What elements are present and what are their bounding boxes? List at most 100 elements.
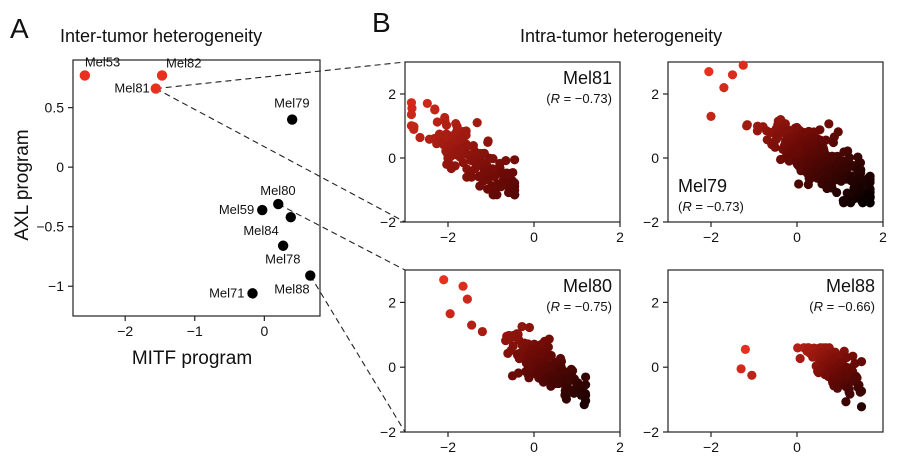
point-mel79	[286, 114, 298, 125]
label-mel80: Mel80	[260, 183, 295, 198]
mel79-xtick-label: 0	[793, 229, 801, 245]
point-mel82	[156, 70, 168, 81]
mel80-xtick-label: 0	[530, 439, 538, 455]
mel80-name: Mel80	[563, 276, 612, 296]
mel80-cell-point	[513, 368, 524, 378]
mel81-ytick-label: 0	[388, 150, 396, 166]
mel81-cell-point	[492, 190, 502, 200]
panel-b-title: Intra-tumor heterogeneity	[520, 26, 722, 46]
mel80-xtick-label: 2	[616, 439, 624, 455]
mel88-cell-point	[848, 351, 858, 361]
mel81-plot-frame	[404, 61, 621, 223]
mel81-cell-point	[422, 98, 432, 109]
mel79-cell-point	[846, 198, 856, 208]
inter-plot-frame	[72, 59, 321, 317]
mel80-cell-point	[462, 294, 472, 304]
mel81-cell-point	[510, 155, 520, 165]
mel80-ytick-label: 2	[388, 294, 396, 310]
connector-mel81-top	[155, 61, 406, 90]
mel80-cell-point	[514, 354, 524, 364]
label-mel82: Mel82	[166, 55, 201, 70]
mel81-cell-point	[475, 181, 485, 191]
mel79-cell-point	[742, 121, 752, 131]
mel79-plot-frame	[667, 61, 884, 223]
inter-ytick-label: −0.5	[36, 219, 64, 235]
mel80-cell-point	[458, 281, 468, 291]
point-mel53	[79, 70, 91, 81]
panel-a-title: Inter-tumor heterogeneity	[60, 26, 262, 46]
mel80-cell-point	[445, 309, 455, 319]
mel81-xtick-label: 0	[530, 229, 538, 245]
mel79-ytick-label: 2	[651, 86, 659, 102]
mel88-name: Mel88	[826, 276, 875, 296]
mel79-cell-point	[784, 156, 794, 166]
mel88-correlation: (R = −0.66)	[809, 299, 875, 314]
label-mel59: Mel59	[219, 202, 254, 217]
mel88-ytick-label: 2	[651, 294, 659, 310]
mel88-cell-point	[832, 383, 843, 393]
mel79-cell-point	[865, 198, 875, 208]
mel81-ytick-label: −2	[380, 214, 396, 230]
mel79-xtick-label: −2	[703, 229, 719, 245]
mel80-cell-point	[544, 334, 554, 344]
inter-ytick-label: 0.5	[45, 100, 65, 116]
mel80-cell-point	[579, 400, 589, 410]
panel-a-xlabel: MITF program	[132, 348, 252, 369]
mel88-cell-point	[856, 357, 867, 367]
mel88-cell-point	[856, 402, 867, 412]
label-mel88: Mel88	[274, 282, 309, 297]
mel81-cell-point	[432, 117, 442, 127]
mel80-xtick-label: −2	[440, 439, 456, 455]
mel80-cell-point	[581, 380, 591, 390]
mel79-ytick-label: −2	[643, 214, 659, 230]
mel79-cell-point	[738, 60, 748, 70]
mel79-name: Mel79	[678, 176, 727, 196]
mel80-ytick-label: 0	[388, 359, 396, 375]
mel81-name: Mel81	[563, 68, 612, 88]
mel81-cell-point	[406, 109, 417, 120]
inter-xtick-label: −1	[187, 323, 203, 339]
mel79-correlation: (R = −0.73)	[678, 199, 744, 214]
mel79-cell-point	[865, 177, 875, 188]
connector-mel80-top	[277, 203, 406, 271]
inter-ytick-label: 0	[56, 159, 64, 175]
mel81-cell-point	[501, 156, 511, 166]
mel88-xtick-label: 0	[793, 439, 801, 455]
label-mel81: Mel81	[114, 81, 149, 96]
mel80-cell-point	[524, 322, 535, 333]
panel-a-ylabel: AXL program	[12, 129, 33, 240]
connector-lines	[155, 61, 406, 433]
mel79-cell-point	[719, 83, 729, 93]
mel79-cell-point	[770, 142, 780, 152]
label-mel79: Mel79	[274, 96, 309, 111]
mel79-cell-point	[824, 119, 834, 129]
mel88-ytick-label: 0	[651, 359, 659, 375]
mel81-cell-point	[450, 161, 460, 171]
mel81-ytick-label: 2	[388, 86, 396, 102]
point-mel81	[150, 83, 161, 94]
inter-xtick-label: −2	[117, 323, 133, 339]
mel80-cell-point	[561, 394, 572, 404]
mel81-cell-point	[483, 137, 493, 148]
mel81-scatter: −2 0 2 2 0 −2 Mel81 (R = −0.73)	[380, 61, 624, 245]
point-mel71	[247, 288, 258, 299]
mel81-correlation: (R = −0.73)	[546, 91, 612, 106]
mel81-cell-point	[483, 184, 493, 194]
mel80-cell-point	[581, 372, 591, 382]
mel88-xtick-label: −2	[703, 439, 719, 455]
mel81-cell-point	[508, 167, 518, 178]
mel79-cell-point	[828, 137, 839, 148]
label-mel78: Mel78	[265, 252, 300, 267]
mel88-cell-point	[736, 364, 746, 374]
mel79-cell-point	[803, 179, 813, 190]
inter-ytick-label: −1	[48, 278, 64, 294]
mel79-cell-point	[832, 187, 842, 198]
point-mel78	[277, 240, 289, 251]
mel88-cell-point	[855, 387, 865, 397]
panel-a-letter: A	[10, 13, 29, 44]
mel79-cell-point	[858, 198, 868, 208]
mel88-cell-point	[841, 397, 851, 407]
mel81-xtick-label: −2	[440, 229, 456, 245]
mel81-cell-point	[430, 105, 440, 115]
